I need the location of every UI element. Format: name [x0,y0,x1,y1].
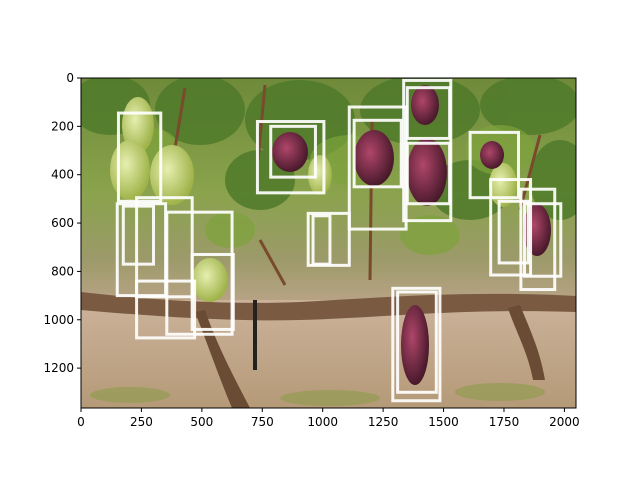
y-tick-label: 1000 [43,313,74,327]
y-tick-label: 600 [51,216,74,230]
bounding-box [523,202,563,278]
bounding-box [311,214,332,266]
x-tick-label: 1000 [307,415,338,429]
x-axis: 0 250 500 750 1000 1250 1500 1750 2000 [77,408,580,429]
bounding-box [255,120,326,195]
bounding-box [135,196,194,299]
bounding-box [396,290,438,394]
y-tick-label: 800 [51,264,74,278]
x-tick-label: 250 [130,415,153,429]
bounding-box [489,178,533,277]
bounding-box [519,187,557,292]
bounding-boxes [115,78,563,403]
bounding-box [468,130,520,200]
y-tick-label: 400 [51,168,74,182]
bounding-box [269,124,317,179]
x-tick-label: 500 [190,415,213,429]
x-tick-label: 1500 [428,415,459,429]
y-tick-label: 0 [66,71,74,85]
bounding-box [352,118,403,189]
bounding-box [405,86,452,140]
y-tick-label: 1200 [43,361,74,375]
x-tick-label: 1250 [368,415,399,429]
bounding-box [121,204,156,266]
y-tick-label: 200 [51,119,74,133]
axes-frame [80,77,577,409]
bounding-box [391,286,442,403]
x-tick-label: 1750 [489,415,520,429]
x-tick-label: 2000 [549,415,580,429]
x-tick-label: 0 [77,415,85,429]
x-tick-label: 750 [251,415,274,429]
bounding-box [497,199,530,265]
y-axis: 0 200 400 600 800 1000 1200 [43,71,81,375]
bounding-box [116,111,163,203]
bounding-box [405,141,452,206]
bounding-box [190,252,235,331]
